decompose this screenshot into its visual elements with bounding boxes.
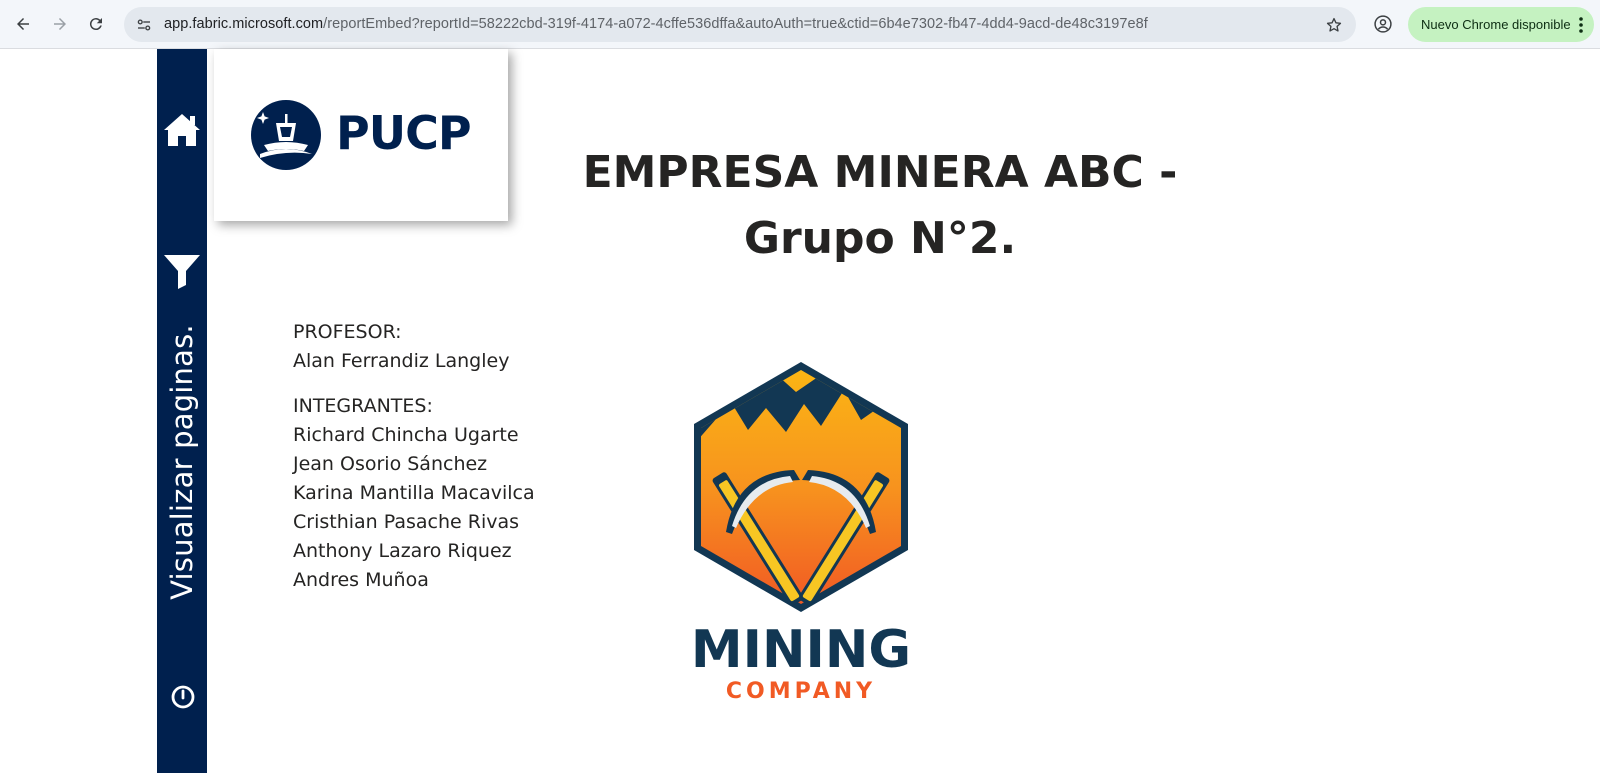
- profile-icon: [1374, 15, 1392, 33]
- mining-company-logo: MINING COMPANY: [691, 362, 911, 704]
- company-word: COMPANY: [726, 679, 876, 704]
- browser-toolbar: app.fabric.microsoft.com/reportEmbed?rep…: [0, 0, 1600, 49]
- back-icon: [17, 18, 29, 30]
- report-title-line-1: EMPRESA MINERA ABC -: [582, 147, 1178, 198]
- pucp-logo-card: PUCP: [214, 49, 508, 221]
- back-button[interactable]: [9, 10, 37, 38]
- reload-button[interactable]: [82, 10, 110, 38]
- power-icon[interactable]: [170, 684, 196, 710]
- chrome-update-button[interactable]: Nuevo Chrome disponible: [1408, 7, 1594, 42]
- member-name: Richard Chincha Ugarte: [293, 424, 519, 446]
- url-text[interactable]: app.fabric.microsoft.com/reportEmbed?rep…: [164, 16, 1148, 32]
- chrome-update-label: Nuevo Chrome disponible: [1421, 17, 1571, 32]
- page-navigator-label: Visualizar paginas.: [165, 324, 199, 600]
- report-sidebar: Visualizar paginas.: [157, 49, 207, 773]
- professor-name: Alan Ferrandiz Langley: [293, 350, 510, 372]
- site-settings-button[interactable]: [132, 13, 156, 37]
- site-settings-icon: [137, 19, 151, 31]
- report-title: EMPRESA MINERA ABC - Grupo N°2.: [580, 140, 1180, 272]
- home-icon[interactable]: [162, 111, 202, 149]
- more-vert-icon[interactable]: [1578, 15, 1584, 35]
- address-bar[interactable]: app.fabric.microsoft.com/reportEmbed?rep…: [124, 7, 1356, 42]
- reload-icon: [89, 18, 102, 31]
- url-host: app.fabric.microsoft.com: [164, 16, 324, 32]
- member-name: Andres Muñoa: [293, 569, 429, 591]
- mining-word: MINING: [691, 620, 911, 680]
- members-heading: INTEGRANTES:: [293, 395, 433, 417]
- professor-heading: PROFESOR:: [293, 321, 402, 343]
- member-name: Cristhian Pasache Rivas: [293, 511, 520, 533]
- forward-button[interactable]: [46, 10, 74, 38]
- page-navigator-button[interactable]: Visualizar paginas.: [157, 287, 207, 637]
- member-name: Jean Osorio Sánchez: [293, 453, 488, 475]
- member-name: Anthony Lazaro Riquez: [293, 540, 512, 562]
- bookmark-button[interactable]: [1322, 13, 1346, 37]
- filter-icon[interactable]: [163, 253, 201, 289]
- pucp-emblem-icon: [251, 100, 321, 170]
- pucp-wordmark: PUCP: [336, 106, 472, 160]
- forward-icon: [54, 18, 66, 30]
- profile-button[interactable]: [1371, 12, 1395, 36]
- member-name: Karina Mantilla Macavilca: [293, 482, 535, 504]
- team-info-text: PROFESOR: Alan Ferrandiz Langley INTEGRA…: [293, 318, 535, 595]
- bookmark-star-icon: [1326, 17, 1342, 32]
- url-path: /reportEmbed?reportId=58222cbd-319f-4174…: [323, 16, 1148, 32]
- report-title-line-2: Grupo N°2.: [743, 213, 1017, 264]
